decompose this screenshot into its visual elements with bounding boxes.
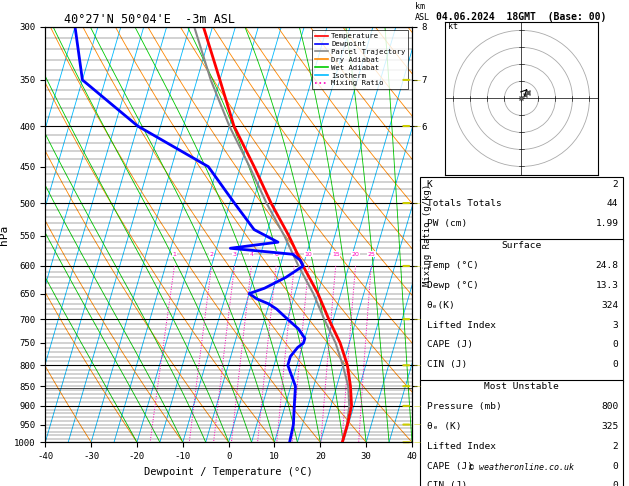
- Text: 325: 325: [601, 422, 618, 431]
- Text: —: —: [413, 200, 420, 206]
- Text: 1: 1: [172, 252, 176, 257]
- Bar: [420, 177, 623, 242]
- Text: K: K: [426, 180, 432, 189]
- Text: Lifted Index: Lifted Index: [426, 321, 496, 330]
- Text: CIN (J): CIN (J): [426, 481, 467, 486]
- Text: 0: 0: [613, 481, 618, 486]
- Bar: [420, 239, 623, 382]
- Text: 8: 8: [292, 252, 296, 257]
- Text: —: —: [413, 403, 420, 409]
- Text: km
ASL: km ASL: [415, 2, 430, 22]
- Text: © weatheronline.co.uk: © weatheronline.co.uk: [469, 463, 574, 471]
- Text: Temp (°C): Temp (°C): [426, 261, 478, 270]
- Text: Surface: Surface: [501, 242, 542, 250]
- Text: θₑ(K): θₑ(K): [426, 301, 455, 310]
- Text: CIN (J): CIN (J): [426, 360, 467, 369]
- Bar: [420, 380, 623, 486]
- Text: —: —: [413, 439, 420, 445]
- Text: CAPE (J): CAPE (J): [426, 462, 472, 470]
- Text: —: —: [413, 383, 420, 389]
- Text: —: —: [413, 316, 420, 322]
- Text: 04.06.2024  18GMT  (Base: 00): 04.06.2024 18GMT (Base: 00): [437, 12, 606, 22]
- Legend: Temperature, Dewpoint, Parcel Trajectory, Dry Adiabat, Wet Adiabat, Isotherm, Mi: Temperature, Dewpoint, Parcel Trajectory…: [311, 30, 408, 89]
- Text: 4: 4: [250, 252, 253, 257]
- Text: 24.8: 24.8: [596, 261, 618, 270]
- Text: LCL: LCL: [420, 383, 435, 393]
- Text: 10: 10: [305, 252, 313, 257]
- Text: Dewp (°C): Dewp (°C): [426, 281, 478, 290]
- Text: 40°27'N 50°04'E  -3m ASL: 40°27'N 50°04'E -3m ASL: [64, 13, 235, 26]
- Text: 1.99: 1.99: [596, 219, 618, 228]
- Text: —: —: [413, 123, 420, 129]
- Text: Lifted Index: Lifted Index: [426, 442, 496, 451]
- Text: 0: 0: [613, 462, 618, 470]
- Text: 15: 15: [332, 252, 340, 257]
- Text: 25: 25: [367, 252, 375, 257]
- Text: Mixing Ratio (g/kg): Mixing Ratio (g/kg): [423, 183, 432, 286]
- Text: 2: 2: [613, 442, 618, 451]
- Text: Pressure (mb): Pressure (mb): [426, 402, 501, 411]
- Text: PW (cm): PW (cm): [426, 219, 467, 228]
- Text: 6: 6: [274, 252, 278, 257]
- Text: 324: 324: [601, 301, 618, 310]
- Text: 2: 2: [209, 252, 214, 257]
- Text: 800: 800: [601, 402, 618, 411]
- Text: —: —: [413, 362, 420, 368]
- Text: 2: 2: [613, 180, 618, 189]
- Text: 44: 44: [607, 199, 618, 208]
- Text: 3: 3: [233, 252, 237, 257]
- Text: —: —: [413, 263, 420, 269]
- Text: Totals Totals: Totals Totals: [426, 199, 501, 208]
- Text: 20: 20: [352, 252, 359, 257]
- Text: 0: 0: [613, 360, 618, 369]
- Text: —: —: [413, 421, 420, 428]
- Text: 3: 3: [613, 321, 618, 330]
- Text: —: —: [413, 77, 420, 83]
- Text: kt: kt: [448, 22, 459, 31]
- Text: Most Unstable: Most Unstable: [484, 382, 559, 391]
- Text: 13.3: 13.3: [596, 281, 618, 290]
- X-axis label: Dewpoint / Temperature (°C): Dewpoint / Temperature (°C): [144, 467, 313, 477]
- Text: CAPE (J): CAPE (J): [426, 340, 472, 349]
- Text: 0: 0: [613, 340, 618, 349]
- Text: θₑ (K): θₑ (K): [426, 422, 461, 431]
- Y-axis label: hPa: hPa: [0, 225, 9, 244]
